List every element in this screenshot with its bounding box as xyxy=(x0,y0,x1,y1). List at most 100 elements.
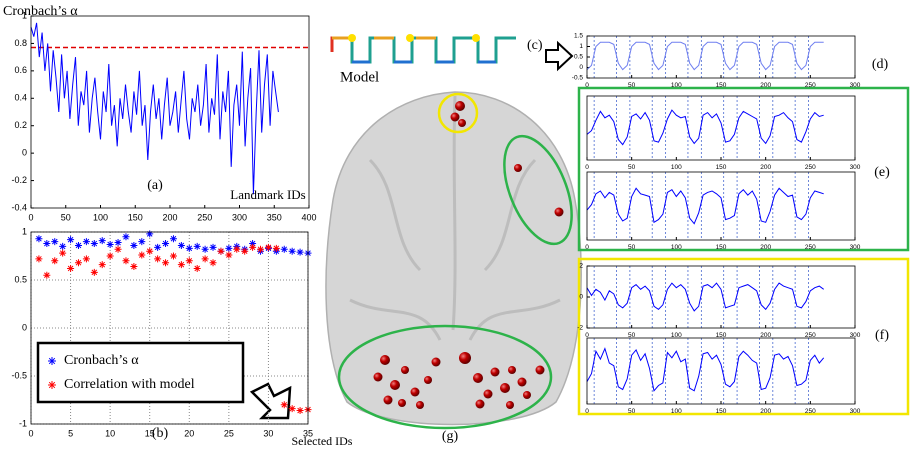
data-line xyxy=(586,347,825,392)
point xyxy=(43,240,51,248)
point xyxy=(51,238,59,246)
x-tick-label: 300 xyxy=(232,212,247,222)
model-label: Model xyxy=(340,69,379,85)
x-tick-label: 150 xyxy=(716,408,727,415)
x-tick-label: 250 xyxy=(805,332,816,339)
x-tick-label: 250 xyxy=(805,244,816,251)
point xyxy=(82,255,90,263)
x-tick-label: 150 xyxy=(716,82,727,89)
x-tick-label: 250 xyxy=(805,164,816,171)
point xyxy=(106,240,114,248)
x-tick-label: 300 xyxy=(850,244,861,251)
point xyxy=(74,259,82,267)
x-tick-label: 50 xyxy=(628,244,636,251)
x-tick-label: 25 xyxy=(224,428,234,438)
y-tick-label: 0.8 xyxy=(14,38,27,48)
x-tick-label: 0 xyxy=(28,428,33,438)
x-tick-label: 150 xyxy=(128,212,143,222)
legend-label: Correlation with model xyxy=(64,377,195,392)
point xyxy=(233,245,241,253)
x-tick-label: 300 xyxy=(850,408,861,415)
y-tick-label: 1.5 xyxy=(574,33,583,40)
plot-frame xyxy=(586,171,856,241)
point xyxy=(82,238,90,246)
point xyxy=(51,257,59,265)
y-tick-label: 1 xyxy=(22,10,27,20)
x-tick-label: 0 xyxy=(585,164,589,171)
point xyxy=(169,235,177,243)
x-tick-label: 100 xyxy=(671,332,682,339)
point xyxy=(177,241,185,249)
data-line xyxy=(586,41,824,71)
point xyxy=(177,261,185,269)
legend-marker xyxy=(48,357,56,365)
y-tick-label: 1 xyxy=(22,226,27,236)
point xyxy=(288,405,296,413)
x-tick-label: 10 xyxy=(105,428,115,438)
x-tick-label: 0 xyxy=(585,244,589,251)
point xyxy=(154,255,162,263)
data-line xyxy=(30,22,279,195)
panel-label: (d) xyxy=(872,57,889,72)
x-tick-label: 0 xyxy=(585,82,589,89)
point xyxy=(138,251,146,259)
legend-label: Cronbach’s α xyxy=(64,353,139,368)
y-tick-label: -0.5 xyxy=(11,370,27,380)
x-tick-label: 200 xyxy=(760,82,771,89)
x-tick-label: 35 xyxy=(303,428,313,438)
y-tick-label: 0.5 xyxy=(574,54,583,61)
point xyxy=(130,263,138,271)
point xyxy=(185,257,193,265)
point xyxy=(225,244,233,252)
point xyxy=(146,230,154,238)
x-tick-label: 150 xyxy=(716,244,727,251)
x-tick-label: 50 xyxy=(628,164,636,171)
x-tick-label: 15 xyxy=(145,428,155,438)
point xyxy=(98,261,106,269)
x-tick-label: 100 xyxy=(671,408,682,415)
plot-frame xyxy=(30,15,310,209)
brain xyxy=(325,91,582,430)
point xyxy=(146,247,154,255)
y-tick-label: 0.4 xyxy=(14,93,27,103)
point xyxy=(249,240,257,248)
x-tick-label: 300 xyxy=(850,164,861,171)
x-tick-label: 350 xyxy=(267,212,282,222)
point xyxy=(264,243,272,251)
x-tick-label: 100 xyxy=(93,212,108,222)
x-tick-label: 100 xyxy=(671,164,682,171)
plot-frame xyxy=(586,265,856,329)
point xyxy=(35,235,43,243)
x-tick-label: 50 xyxy=(61,212,71,222)
panel-label: (a) xyxy=(147,178,163,193)
point xyxy=(225,251,233,259)
legend xyxy=(36,341,245,404)
panel-label: (b) xyxy=(152,426,169,441)
plot-frame xyxy=(586,337,856,405)
arrow xyxy=(545,40,574,72)
y-tick-label: 0.6 xyxy=(14,65,27,75)
point xyxy=(162,240,170,248)
arrow xyxy=(249,382,292,420)
point xyxy=(90,240,98,248)
y-tick-label: 0 xyxy=(579,294,583,301)
x-tick-label: 150 xyxy=(716,332,727,339)
point xyxy=(241,247,249,255)
point xyxy=(193,242,201,250)
point xyxy=(280,401,288,409)
point xyxy=(67,264,75,272)
plot-frame xyxy=(586,35,856,79)
y-tick-label: 0.2 xyxy=(14,120,27,130)
x-tick-label: 300 xyxy=(850,332,861,339)
point xyxy=(59,242,67,250)
point xyxy=(138,238,146,246)
x-tick-label: 50 xyxy=(628,82,636,89)
panel-label: (f) xyxy=(875,328,889,343)
y-tick-label: 0 xyxy=(22,148,27,158)
data-line xyxy=(586,282,824,312)
y-tick-label: -0.4 xyxy=(11,202,27,212)
legend-marker xyxy=(48,381,56,389)
point xyxy=(209,243,217,251)
x-tick-label: 150 xyxy=(716,164,727,171)
